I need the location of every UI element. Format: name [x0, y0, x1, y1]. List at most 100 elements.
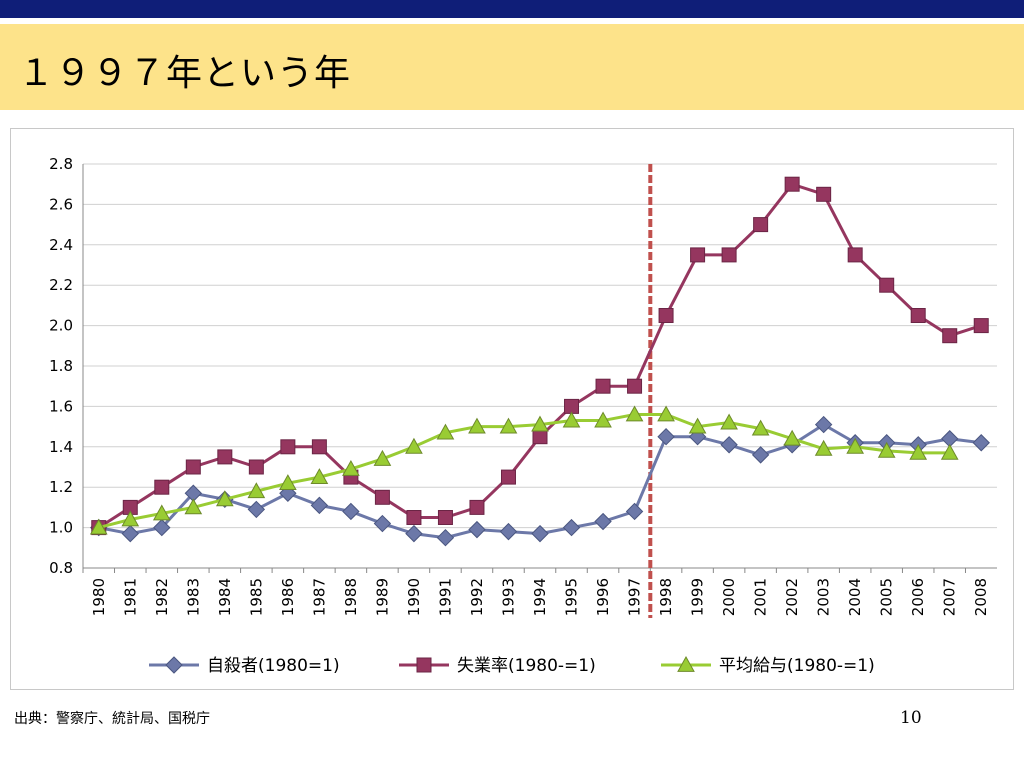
x-tick-label: 2006 [909, 578, 927, 616]
series-1-point [280, 439, 296, 455]
series-0-point [562, 518, 581, 537]
series-2-point [657, 405, 675, 422]
series-0-point [436, 528, 455, 547]
series-1-point [406, 510, 422, 525]
page-number: 10 [900, 708, 922, 728]
series-1-point [469, 499, 485, 515]
x-tick-label: 2004 [846, 578, 864, 616]
series-0-point [247, 500, 266, 519]
x-tick-label: 1987 [310, 578, 328, 616]
series-2-point [751, 419, 770, 436]
series-2-point [247, 482, 266, 499]
line-chart: 0.8 1.0 1.2 1.4 1.6 1.8 2.0 2.2 2.4 2.6 2.8 1980 198… [49, 155, 997, 676]
y-tick-label: 2.8 [49, 155, 73, 173]
series-0-point [814, 415, 833, 434]
x-tick-label: 2001 [752, 578, 770, 616]
series-0-point [153, 518, 171, 537]
series-2-point [877, 441, 896, 458]
x-tick-label: 1982 [153, 578, 171, 616]
y-tick-label: 1.4 [49, 438, 73, 456]
x-tick-label: 2003 [815, 578, 833, 616]
series-0-point [342, 502, 360, 521]
series-1-point [721, 247, 737, 263]
series-2-point [688, 417, 707, 434]
y-tick-label: 1.8 [49, 357, 73, 375]
series-1-point [847, 247, 863, 263]
series-1-point [816, 186, 832, 202]
series-2-point [625, 405, 644, 422]
series-0-point [310, 496, 329, 515]
series-1-point [690, 247, 706, 263]
x-tick-label: 1988 [342, 578, 360, 616]
series-0-point [972, 434, 990, 452]
y-tick-label: 2.0 [49, 317, 73, 335]
series-2-point [720, 413, 738, 430]
title-band [0, 24, 1024, 110]
legend-marker-0 [165, 656, 183, 674]
series-2-point [562, 411, 581, 428]
series-0-point [405, 524, 423, 543]
series-1-point [185, 459, 201, 475]
series-2-point [373, 449, 392, 466]
series-1-point [753, 217, 769, 233]
legend-label-2: 平均給与(1980-=1) [719, 656, 875, 676]
legend-marker-1 [416, 657, 432, 673]
y-tick-label: 2.4 [49, 236, 73, 254]
legend-label-0: 自殺者(1980=1) [207, 656, 340, 676]
x-tick-label: 1984 [216, 578, 234, 616]
y-tick-label: 0.8 [49, 559, 73, 577]
series-2-point [846, 437, 865, 454]
slide-title: １９９７年という年 [18, 53, 352, 94]
series-1-point [627, 378, 643, 394]
x-tick-label: 1990 [405, 578, 423, 616]
series-0-point [625, 502, 644, 521]
series-1-point [910, 308, 926, 323]
source-note: 出典：警察庁、統計局、国税庁 [14, 711, 210, 727]
series-1-point [154, 479, 170, 495]
x-tick-label: 2000 [720, 578, 738, 616]
series-2-point [279, 474, 297, 491]
series-1-point [532, 429, 548, 445]
x-tick-label: 1997 [626, 578, 644, 616]
series-1-point [374, 489, 390, 505]
series-2-point [594, 411, 612, 428]
x-tick-label: 1996 [594, 578, 612, 616]
series-2-point [909, 443, 928, 460]
series-0-point [121, 524, 139, 543]
series-0-point [751, 446, 770, 464]
series-2-point [152, 504, 171, 521]
series-2-point [436, 423, 455, 440]
series-0-point [531, 524, 549, 543]
series-1-point [217, 449, 233, 465]
series-2-point [468, 417, 486, 434]
series-1-point [311, 439, 327, 455]
y-tick-label: 2.2 [49, 276, 73, 294]
y-tick-label: 1.2 [49, 478, 73, 496]
series-1-point [248, 459, 264, 475]
series-0-point [468, 520, 486, 539]
y-tick-label: 1.6 [49, 397, 73, 415]
series-1-point [879, 277, 895, 293]
legend-label-1: 失業率(1980-=1) [457, 656, 596, 676]
series-1-point [437, 510, 453, 525]
x-tick-label: 1991 [436, 578, 454, 616]
x-tick-label: 2007 [941, 578, 959, 616]
series-line-2 [98, 412, 950, 530]
series-line-1 [97, 182, 982, 529]
series-1-point [595, 378, 611, 394]
series-2-point [405, 437, 423, 454]
x-tick-label: 2008 [972, 578, 990, 616]
series-1-point [564, 398, 580, 414]
x-tick-label: 1985 [247, 578, 265, 616]
x-tick-label: 1994 [531, 578, 549, 616]
series-0-point [594, 512, 612, 531]
series-1-point [658, 308, 674, 323]
series-2-point [783, 429, 801, 446]
series-2-point [940, 443, 959, 460]
x-tick-label: 1981 [121, 578, 139, 616]
series-2-point [814, 439, 833, 456]
series-2-point [342, 459, 360, 476]
series-2-point [310, 468, 329, 484]
series-0-point [720, 436, 738, 454]
series-0-point [373, 514, 392, 533]
